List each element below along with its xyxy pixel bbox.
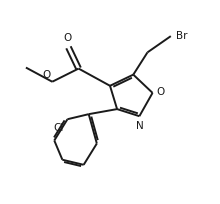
Text: O: O — [42, 70, 51, 80]
Text: O: O — [157, 87, 165, 97]
Text: O: O — [63, 33, 72, 43]
Text: Br: Br — [176, 31, 187, 41]
Text: N: N — [136, 121, 144, 131]
Text: Cl: Cl — [53, 123, 64, 133]
